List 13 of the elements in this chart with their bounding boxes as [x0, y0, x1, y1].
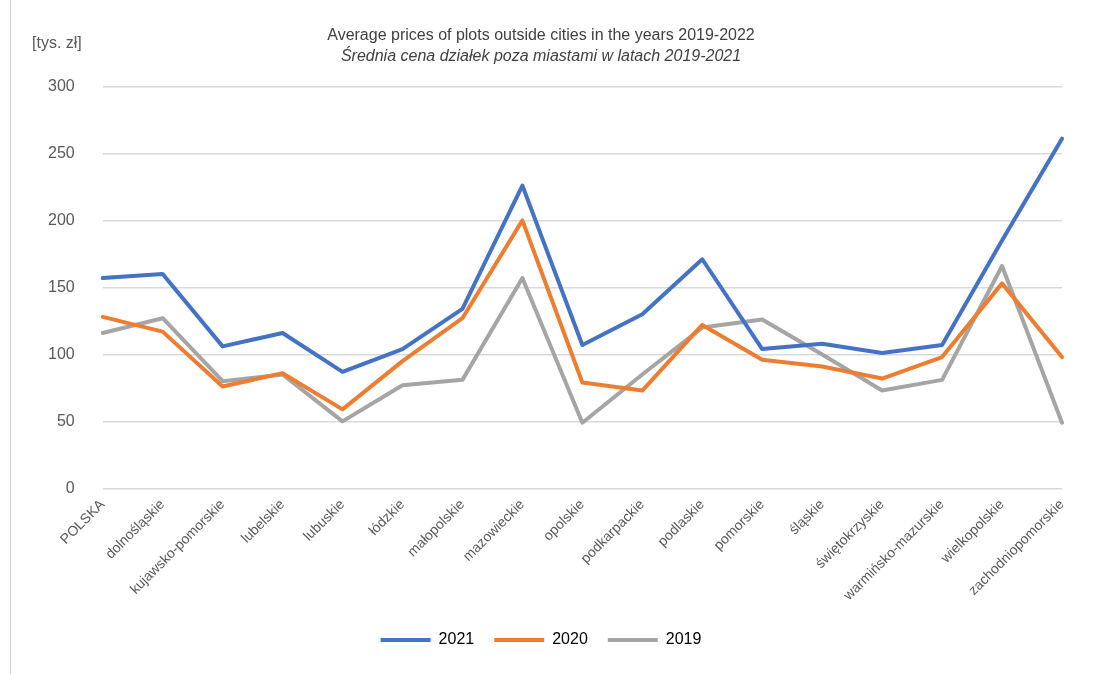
y-tick-label: 100 [47, 344, 75, 362]
chart-subtitle: Średnia cena działek poza miastami w latach 2019-2021 [340, 46, 742, 65]
legend-label: 2021 [438, 630, 475, 648]
y-tick-label: 200 [47, 210, 75, 228]
y-axis-title: [tys. zł] [32, 34, 82, 52]
y-tick-label: 50 [56, 411, 75, 429]
chart-title: Average prices of plots outside cities in the years 2019-2022 [327, 26, 755, 44]
y-tick-label: 0 [65, 478, 75, 496]
y-tick-label: 150 [47, 277, 75, 295]
legend-label: 2019 [665, 630, 702, 648]
legend-label: 2020 [552, 630, 588, 648]
y-tick-label: 300 [47, 76, 75, 94]
y-tick-label: 250 [47, 143, 75, 161]
